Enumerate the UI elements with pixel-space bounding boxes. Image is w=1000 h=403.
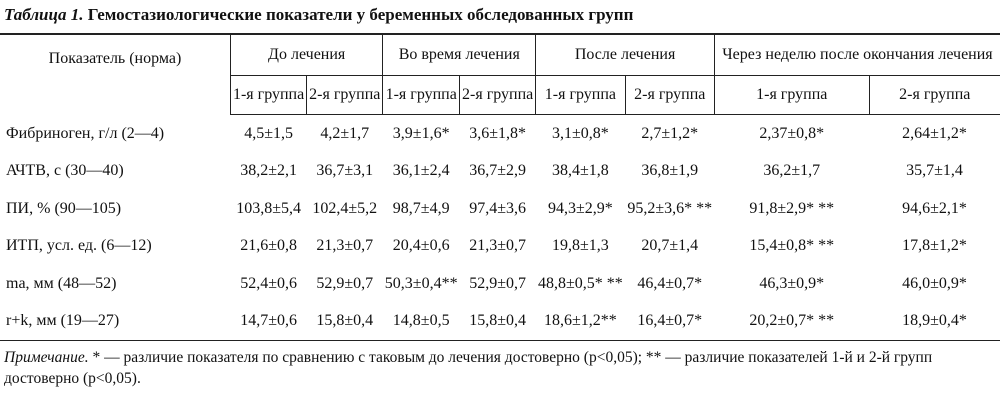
cell-value: 46,4±0,7* [637,274,703,292]
subgroup-header: 1-я группа [535,75,626,115]
row-label: ПИ, % (90—105) [6,199,122,217]
cell-value: 46,0±0,9* [902,274,967,292]
group-header: Через неделю после окончания лечения [713,34,1000,76]
cell-value: 52,4±0,6 [240,274,297,292]
cell-value: 4,2±1,7 [320,124,370,142]
group-header: До лечения [229,34,383,76]
cell-value: 18,9±0,4* [902,312,967,330]
cell-value: 98,7±4,9 [392,199,450,217]
table-row: Фибриноген, г/л (2—4) 4,5±1,5 4,2±1,7 3,9±1… [0,115,1000,153]
group-header: После лечения [535,34,715,76]
cell-value: 50,3±0,4** [384,274,458,292]
cell-value: 102,4±5,2 [312,199,378,217]
subgroup-header: 1-я группа [229,75,307,115]
cell-value: 36,2±1,7 [763,162,821,180]
cell-value: 52,9±0,7 [316,274,374,292]
table-row: r+k, мм (19—27) 14,7±0,6 15,8±0,4 14,8±0,5 1… [0,303,1000,341]
row-label: r+k, мм (19—27) [6,312,120,330]
cell-value: 2,37±0,8* [759,124,825,142]
table-row: АЧТВ, с (30—40) 38,2±2,1 36,7±3,1 36,1±2,4 3… [0,153,1000,191]
row-label: ma, мм (48—52) [6,274,117,292]
subgroup-header: 2-я группа [306,75,383,115]
cell-value: 20,4±0,6 [392,237,450,255]
cell-value: 4,5±1,5 [244,124,293,142]
cell-value: 20,2±0,7* ** [749,312,835,330]
title-text: Гемостазиологические показатели у береме… [87,5,634,24]
row-label: Фибриноген, г/л (2—4) [6,124,165,142]
cell-value: 97,4±3,6 [469,199,527,217]
cell-value: 14,7±0,6 [240,312,297,330]
cell-value: 3,1±0,8* [552,124,609,142]
cell-value: 36,1±2,4 [392,162,450,180]
footnote-label: Примечание. [4,349,89,366]
row-label: ИТП, усл. ед. (6—12) [6,237,152,255]
cell-value: 103,8±5,4 [236,199,301,217]
subgroup-header: 2-я группа [459,75,536,115]
row-label: АЧТВ, с (30—40) [6,162,124,180]
group-header: Во время лечения [382,34,536,76]
cell-value: 48,8±0,5* ** [538,274,623,292]
cell-value: 38,4±1,8 [552,162,609,180]
cell-value: 91,8±2,9* ** [749,199,835,217]
cell-value: 3,9±1,6* [392,124,450,142]
subgroup-header: 2-я группа [868,75,1000,115]
cell-value: 3,6±1,8* [469,124,527,142]
cell-value: 15,8±0,4 [316,312,374,330]
cell-value: 20,7±1,4 [641,237,699,255]
cell-value: 17,8±1,2* [902,237,967,255]
cell-value: 21,3±0,7 [469,237,527,255]
cell-value: 36,7±2,9 [469,162,527,180]
subgroup-header: 2-я группа [624,75,715,115]
cell-value: 19,8±1,3 [552,237,609,255]
data-table: Показатель (норма) До лечения Во время леч… [0,33,1000,341]
subgroup-header: 1-я группа [713,75,870,115]
cell-value: 15,4±0,8* ** [749,237,835,255]
cell-value: 94,3±2,9* [548,199,613,217]
cell-value: 46,3±0,9* [759,274,825,292]
cell-value: 2,7±1,2* [641,124,699,142]
table-row: ИТП, усл. ед. (6—12) 21,6±0,8 21,3±0,7 20,4… [0,228,1000,266]
cell-value: 52,9±0,7 [469,274,527,292]
cell-value: 38,2±2,1 [240,162,297,180]
cell-value: 21,3±0,7 [316,237,374,255]
table-row: ma, мм (48—52) 52,4±0,6 52,9±0,7 50,3±0,4**… [0,265,1000,303]
footnote-text: * — различие показателя по сравнению с т… [4,349,933,387]
cell-value: 36,8±1,9 [641,162,699,180]
table-label: Таблица 1. [4,5,84,24]
cell-value: 15,8±0,4 [469,312,527,330]
cell-value: 35,7±1,4 [906,162,963,180]
cell-value: 2,64±1,2* [902,124,967,142]
cell-value: 36,7±3,1 [316,162,374,180]
cell-value: 14,8±0,5 [392,312,450,330]
table-row: ПИ, % (90—105) 103,8±5,4 102,4±5,2 98,7±4,9… [0,190,1000,228]
cell-value: 16,4±0,7* [637,312,703,330]
parameter-header: Показатель (норма) [48,50,182,67]
footnote: Примечание. * — различие показателя по с… [4,347,994,389]
cell-value: 95,2±3,6* ** [627,199,713,217]
cell-value: 94,6±2,1* [902,199,967,217]
cell-value: 21,6±0,8 [240,237,297,255]
subgroup-header: 1-я группа [382,75,460,115]
cell-value: 18,6±1,2** [544,312,617,330]
table-title: Таблица 1. Гемостазиологические показате… [4,5,633,25]
